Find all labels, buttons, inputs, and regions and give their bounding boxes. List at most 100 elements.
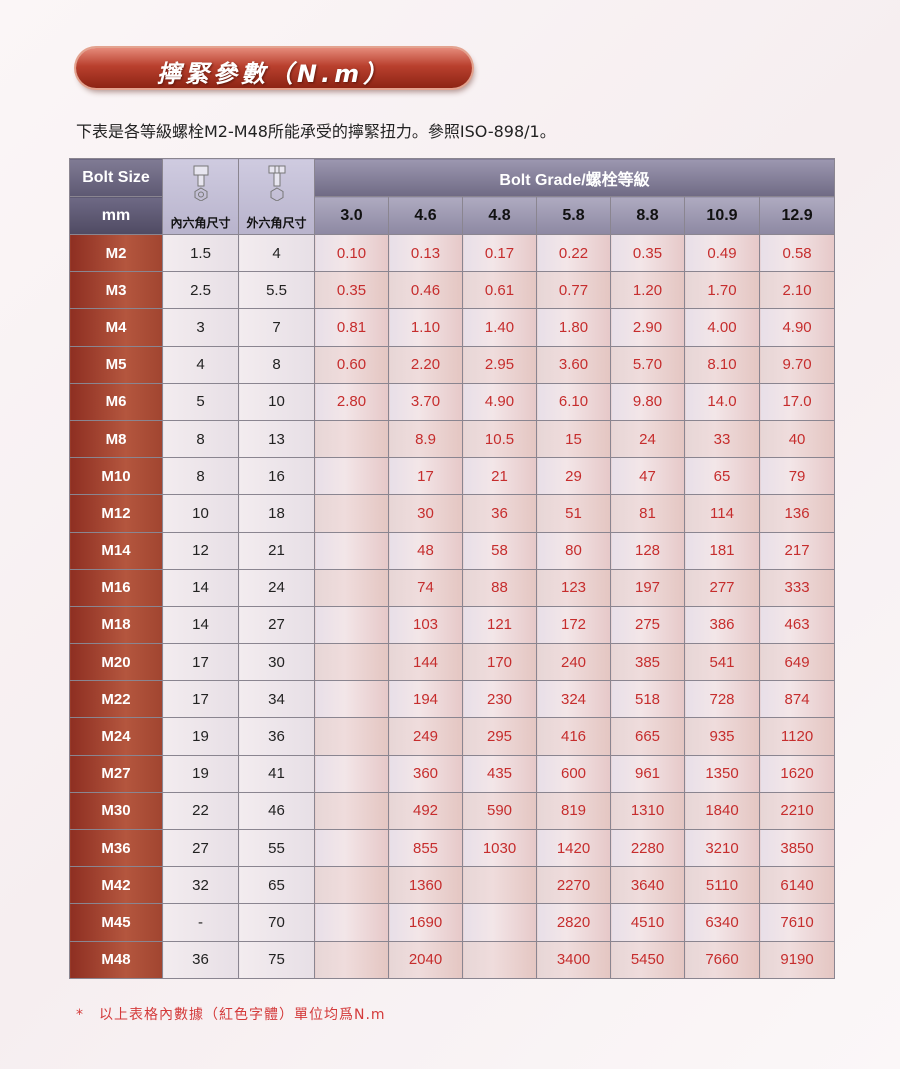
hex-outer-size-cell: 18 [238,494,315,533]
hex-socket-size-cell: 8 [162,419,239,459]
torque-value-cell: 170 [462,643,537,682]
torque-value-cell: 9.70 [758,345,836,384]
hex-outer-size-cell: 10 [238,382,315,421]
table-row: M24 19 36 249 295 416 665 935 1120 [69,717,836,756]
intro-text: 下表是各等級螺栓M2-M48所能承受的擰緊扭力。參照ISO-898/1。 [76,122,556,141]
torque-value-cell: 518 [610,680,685,719]
torque-value-cell: 1.80 [536,308,611,347]
torque-value-cell: 3400 [536,940,611,979]
hex-outer-size-cell: 13 [238,419,315,459]
torque-value-cell: 649 [758,643,836,682]
hex-outer-size-cell: 75 [238,940,315,979]
bolt-size-cell: M4 [69,308,163,347]
torque-value-cell: 81 [610,494,685,533]
torque-value-cell: 144 [388,643,463,682]
torque-value-cell: 14.0 [684,382,760,421]
hex-socket-label: 內六角尺寸 [170,216,231,230]
hex-outer-size-cell: 8 [238,345,315,384]
grade-header: 12.9 [758,196,836,235]
table-row: M2 1.5 4 0.10 0.13 0.17 0.22 0.35 0.49 0.58 [69,233,836,273]
torque-value-cell [314,680,389,719]
torque-value-cell [314,568,389,607]
torque-value-cell [314,605,389,645]
torque-value-cell: 65 [684,457,760,496]
hex-socket-size-cell: 14 [162,568,239,607]
torque-value-cell: 30 [388,494,463,533]
bolt-size-cell: M45 [69,903,163,942]
hex-socket-header: 內六角尺寸 [162,158,239,235]
bolt-size-cell: M24 [69,717,163,756]
hex-outer-size-cell: 46 [238,791,315,831]
hex-head-bolt-icon [268,165,285,201]
hex-socket-size-cell: 10 [162,494,239,533]
table-row: M42 32 65 1360 2270 3640 5110 6140 [69,866,836,905]
torque-value-cell: 217 [758,531,836,570]
torque-value-cell: 2040 [388,940,463,979]
torque-value-cell: 172 [536,605,611,645]
torque-value-cell: 4510 [610,903,685,942]
grade-header: 3.0 [314,196,389,235]
torque-value-cell [462,903,537,942]
torque-value-cell [314,940,389,979]
table-row: M36 27 55 855 1030 1420 2280 3210 3850 [69,828,836,868]
table-row: M27 19 41 360 435 600 961 1350 1620 [69,754,836,793]
torque-table-body: M2 1.5 4 0.10 0.13 0.17 0.22 0.35 0.49 0.58 M3 2.5 5… [69,233,836,979]
torque-value-cell: 7660 [684,940,760,979]
hex-socket-size-cell: 32 [162,866,239,905]
torque-value-cell: 0.77 [536,271,611,310]
torque-value-cell: 15 [536,419,611,459]
torque-value-cell: 0.46 [388,271,463,310]
torque-value-cell: 5450 [610,940,685,979]
hex-socket-size-cell: 12 [162,531,239,570]
torque-value-cell: 9190 [758,940,836,979]
torque-value-cell: 74 [388,568,463,607]
torque-value-cell: 40 [758,419,836,459]
bolt-size-cell: M10 [69,457,163,496]
torque-value-cell: 1350 [684,754,760,793]
bolt-size-cell: M20 [69,643,163,682]
bolt-size-cell: M12 [69,494,163,533]
torque-value-cell: 194 [388,680,463,719]
torque-value-cell: 24 [610,419,685,459]
torque-value-cell: 1620 [758,754,836,793]
hex-outer-size-cell: 7 [238,308,315,347]
torque-value-cell: 6340 [684,903,760,942]
bolt-size-cell: M3 [69,271,163,310]
torque-value-cell: 47 [610,457,685,496]
table-row: M12 10 18 30 36 51 81 114 136 [69,494,836,533]
torque-value-cell: 277 [684,568,760,607]
grade-header: 8.8 [610,196,685,235]
hex-socket-size-cell: 14 [162,605,239,645]
hex-outer-size-cell: 4 [238,233,315,273]
torque-value-cell: 0.10 [314,233,389,273]
torque-value-cell: 275 [610,605,685,645]
torque-value-cell: 3.70 [388,382,463,421]
torque-value-cell: 6140 [758,866,836,905]
hex-outer-size-cell: 55 [238,828,315,868]
torque-value-cell: 240 [536,643,611,682]
torque-value-cell: 4.90 [462,382,537,421]
torque-value-cell: 136 [758,494,836,533]
table-row: M45-70 1690 2820 4510 6340 7610 [69,903,836,942]
torque-value-cell: 1690 [388,903,463,942]
bolt-size-cell: M30 [69,791,163,831]
torque-value-cell: 230 [462,680,537,719]
torque-value-cell [314,419,389,459]
torque-value-cell: 114 [684,494,760,533]
torque-value-cell: 2210 [758,791,836,831]
torque-value-cell: 4.90 [758,308,836,347]
torque-value-cell [314,457,389,496]
page-title: 擰緊參數（N.m） [156,60,392,88]
torque-table: Bolt Size 內六角尺寸 外六角尺寸 [69,158,836,979]
torque-value-cell: 1.70 [684,271,760,310]
hex-socket-size-cell: 4 [162,345,239,384]
torque-value-cell: 935 [684,717,760,756]
torque-value-cell: 5.70 [610,345,685,384]
torque-value-cell: 8.10 [684,345,760,384]
torque-value-cell: 0.61 [462,271,537,310]
torque-value-cell: 3850 [758,828,836,868]
torque-value-cell: 10.5 [462,419,537,459]
torque-value-cell: 386 [684,605,760,645]
torque-value-cell: 51 [536,494,611,533]
bolt-size-cell: M14 [69,531,163,570]
